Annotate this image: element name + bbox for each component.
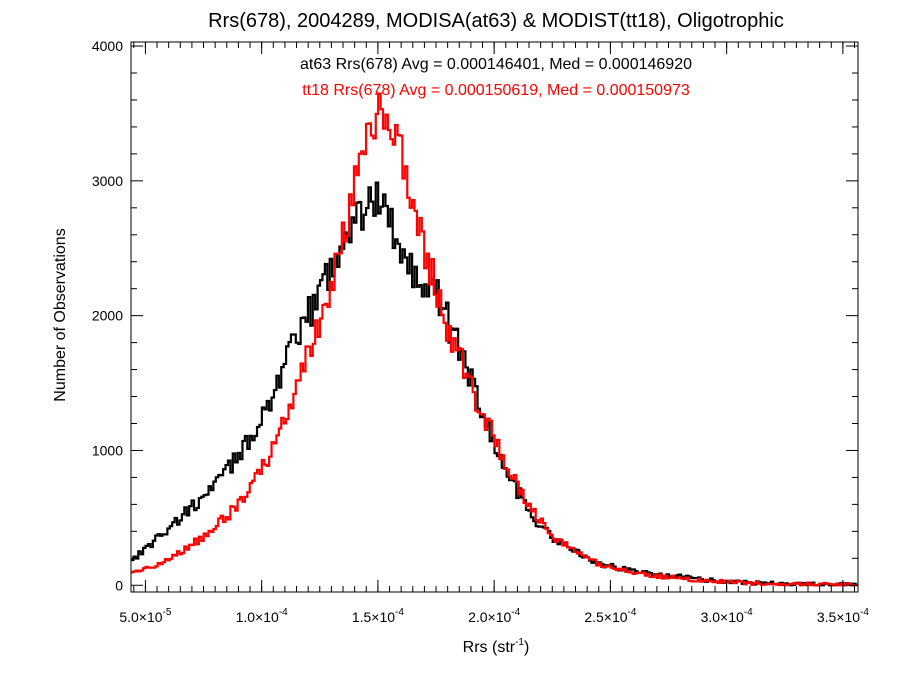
x-tick-mantissa: 2.0×10 bbox=[468, 609, 511, 625]
x-tick-exponent: -4 bbox=[628, 607, 637, 618]
x-axis-label-close: ) bbox=[524, 639, 529, 656]
y-axis-label: Number of Observations bbox=[52, 228, 69, 401]
annotation-line-2: tt18 Rrs(678) Avg = 0.000150619, Med = 0… bbox=[302, 82, 690, 99]
x-tick-label: 1.0×10-4 bbox=[236, 607, 289, 625]
x-tick-exponent: -4 bbox=[511, 607, 520, 618]
tick-layer: 5.0×10-5 1.0×10-4 1.5×10-4 2.0×10-4 2.5×10-4… bbox=[92, 38, 870, 625]
x-tick-label: 2.0×10-4 bbox=[468, 607, 521, 625]
x-tick-exponent: -5 bbox=[163, 607, 172, 618]
x-tick-mantissa: 5.0×10 bbox=[119, 609, 162, 625]
x-tick-exponent: -4 bbox=[860, 607, 869, 618]
y-tick-label: 0 bbox=[115, 577, 123, 593]
x-tick-exponent: -4 bbox=[395, 607, 404, 618]
x-tick-label: 1.5×10-4 bbox=[352, 607, 405, 625]
x-tick-label: 2.5×10-4 bbox=[584, 607, 637, 625]
y-tick-label: 4000 bbox=[92, 38, 123, 54]
x-tick-exponent: -4 bbox=[279, 607, 288, 618]
x-tick-label: 3.5×10-4 bbox=[817, 607, 870, 625]
y-tick-label: 3000 bbox=[92, 173, 123, 189]
series-2-line bbox=[131, 92, 858, 587]
annotation-line-1: at63 Rrs(678) Avg = 0.000146401, Med = 0… bbox=[300, 56, 692, 73]
y-tick-label: 1000 bbox=[92, 442, 123, 458]
series-1-line bbox=[131, 181, 858, 587]
chart-title: Rrs(678), 2004289, MODISA(at63) & MODIST… bbox=[208, 10, 784, 32]
x-tick-mantissa: 1.5×10 bbox=[352, 609, 395, 625]
x-axis-label-main: Rrs (str bbox=[463, 639, 516, 656]
x-axis-label: Rrs (str-1) bbox=[463, 637, 530, 656]
x-tick-mantissa: 3.0×10 bbox=[701, 609, 744, 625]
series-layer bbox=[131, 92, 858, 587]
x-tick-mantissa: 1.0×10 bbox=[236, 609, 279, 625]
plot-frame bbox=[130, 41, 859, 593]
x-tick-label: 5.0×10-5 bbox=[119, 607, 172, 625]
x-tick-mantissa: 3.5×10 bbox=[817, 609, 860, 625]
x-tick-label: 3.0×10-4 bbox=[701, 607, 754, 625]
x-tick-mantissa: 2.5×10 bbox=[584, 609, 627, 625]
y-tick-label: 2000 bbox=[92, 308, 123, 324]
x-axis-label-exponent: -1 bbox=[515, 637, 524, 648]
annotation-layer: at63 Rrs(678) Avg = 0.000146401, Med = 0… bbox=[300, 56, 692, 99]
x-tick-exponent: -4 bbox=[744, 607, 753, 618]
